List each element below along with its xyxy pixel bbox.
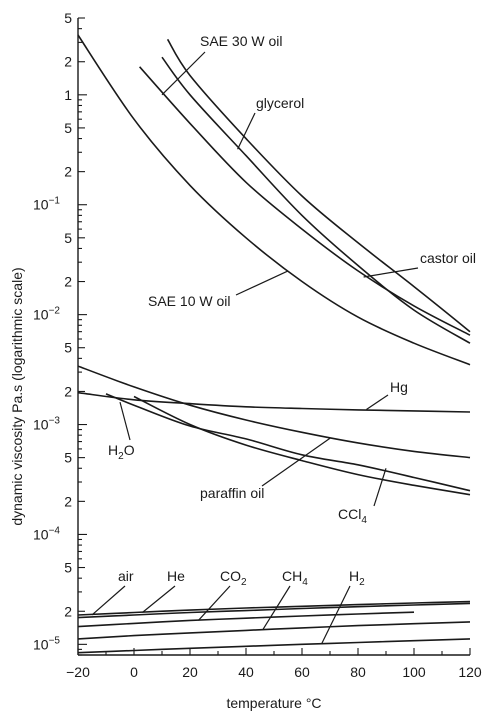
label-air: air — [118, 568, 134, 584]
label-glycerol: glycerol — [256, 95, 304, 111]
label-ch4: CH4 — [282, 568, 308, 588]
label-sae30: SAE 30 W oil — [200, 33, 282, 49]
y-tick-label: 5 — [64, 120, 72, 136]
y-axis-title: dynamic viscosity Pa.s (logarithmic scal… — [9, 267, 25, 525]
curve-labels: SAE 30 W oil glycerol castor oil SAE 10 W o… — [108, 33, 476, 588]
curves — [77, 34, 471, 654]
y-tick-label: 5 — [64, 10, 72, 26]
curve-ch4 — [77, 621, 471, 640]
curve-h2o — [133, 395, 471, 496]
curve-he — [77, 602, 471, 619]
leader-ch4 — [262, 585, 291, 630]
curve-sae30 — [166, 38, 471, 333]
y-tick-label: 2 — [64, 383, 72, 399]
curve-hg — [77, 391, 471, 413]
label-hg: Hg — [390, 379, 408, 395]
curve-ccl4 — [105, 393, 471, 492]
label-ccl4: CCl4 — [338, 506, 367, 526]
y-tick-label: 5 — [64, 340, 72, 356]
curve-h2 — [77, 638, 471, 654]
curve-castor — [139, 66, 471, 336]
leader-co2 — [197, 585, 231, 621]
x-tick-label: 100 — [402, 664, 426, 680]
label-he: He — [167, 568, 185, 584]
label-co2: CO2 — [220, 568, 247, 588]
label-paraffin: paraffin oil — [200, 485, 264, 501]
x-tick-label: −20 — [66, 664, 90, 680]
curve-sae10 — [77, 34, 471, 366]
leader-sae10 — [235, 270, 289, 296]
curve-co2 — [77, 611, 415, 628]
x-tick-label: 40 — [238, 664, 254, 680]
x-tick-label: 20 — [182, 664, 198, 680]
label-h2: H2 — [349, 568, 365, 588]
curve-paraffin — [77, 365, 471, 459]
leader-paraffin — [261, 437, 331, 487]
x-tick-label: 120 — [458, 664, 482, 680]
leader-castor — [363, 267, 419, 278]
y-tick-label: 10−3 — [33, 416, 60, 433]
y-tick-label: 10−2 — [33, 306, 60, 323]
y-tick-label: 2 — [64, 603, 72, 619]
leader-sae30 — [161, 51, 206, 96]
leader-h2 — [321, 585, 351, 645]
leader-hg — [366, 394, 389, 411]
leader-glycerol — [237, 112, 256, 150]
curve-air — [77, 600, 471, 616]
y-tick-label: 1 — [64, 87, 72, 103]
label-sae10: SAE 10 W oil — [148, 293, 230, 309]
label-h2o: H2O — [108, 442, 135, 462]
y-tick-label: 5 — [64, 450, 72, 466]
y-tick-label: 10−4 — [33, 525, 60, 542]
x-axis-title: temperature °C — [226, 695, 321, 711]
x-tick-label: 80 — [350, 664, 366, 680]
leader-ccl4 — [373, 468, 387, 507]
y-tick-label: 10−1 — [33, 196, 60, 213]
leader-h2o — [119, 401, 131, 441]
y-tick-label: 10−5 — [33, 635, 60, 652]
y-tick-label: 2 — [64, 493, 72, 509]
y-tick-label: 2 — [64, 54, 72, 70]
curve-glycerol — [161, 56, 471, 344]
y-tick-label: 5 — [64, 560, 72, 576]
leader-he — [142, 585, 176, 613]
label-leaders — [91, 51, 419, 645]
leader-air — [91, 585, 126, 616]
y-tick-label: 2 — [64, 164, 72, 180]
x-tick-label: 60 — [294, 664, 310, 680]
y-tick-label: 5 — [64, 230, 72, 246]
y-tick-label: 2 — [64, 274, 72, 290]
x-tick-label: 0 — [130, 664, 138, 680]
label-castor: castor oil — [420, 250, 476, 266]
